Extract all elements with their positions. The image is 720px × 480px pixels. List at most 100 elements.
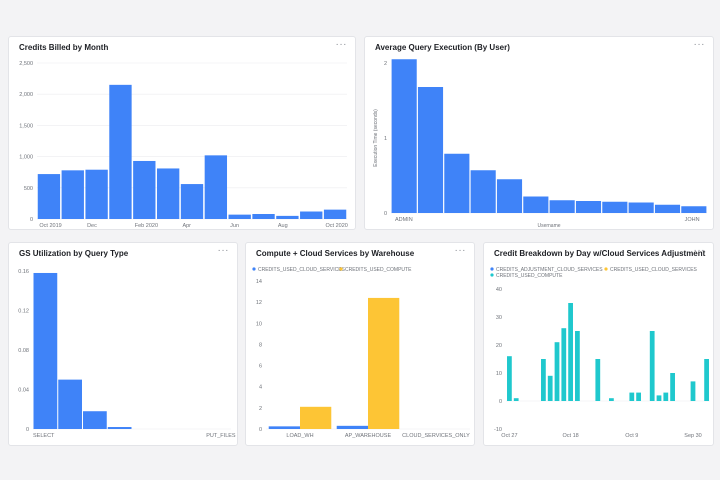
card-title: Credits Billed by Month bbox=[19, 43, 109, 52]
credit-breakdown-card: Credit Breakdown by Day w/Cloud Services… bbox=[483, 242, 714, 446]
data-bar bbox=[507, 356, 512, 401]
legend-label: CREDITS_ADJUSTMENT_CLOUD_SERVICES bbox=[496, 267, 603, 273]
data-bar bbox=[33, 272, 58, 429]
gs-util-card: GS Utilization by Query Type ··· 0 0.04 0.… bbox=[8, 242, 238, 446]
data-bar bbox=[268, 426, 300, 429]
data-bar bbox=[656, 395, 662, 401]
data-bar bbox=[470, 170, 496, 213]
y-tick-label: 30 bbox=[496, 315, 502, 321]
y-tick-label: 0 bbox=[384, 211, 387, 217]
data-bar bbox=[58, 379, 82, 429]
y-tick-label: 0 bbox=[30, 217, 33, 223]
card-title: Credit Breakdown by Day w/Cloud Services… bbox=[494, 249, 706, 258]
data-bar bbox=[575, 201, 602, 213]
y-axis-title: Execution Time (seconds) bbox=[373, 109, 379, 167]
y-tick-label: 0.16 bbox=[18, 269, 29, 275]
legend-label: CREDITS_USED_COMPUTE bbox=[345, 267, 412, 273]
card-title: Average Query Execution (By User) bbox=[375, 43, 510, 52]
data-bar bbox=[300, 406, 332, 429]
data-bar bbox=[252, 214, 275, 219]
data-bar bbox=[575, 331, 580, 401]
data-bar bbox=[444, 153, 470, 213]
legend-label: CREDITS_USED_CLOUD_SERVICES bbox=[610, 267, 698, 273]
x-tick-label: SELECT bbox=[33, 433, 55, 439]
y-tick-label: 2,000 bbox=[19, 92, 33, 98]
x-axis-title: Username bbox=[537, 223, 560, 229]
data-bar bbox=[61, 170, 84, 219]
legend-label: CREDITS_USED_CLOUD_SERVICES bbox=[258, 267, 346, 273]
gs-util-chart: 0 0.04 0.08 0.12 0.16 SELECT PUT_FILES bbox=[18, 269, 236, 439]
data-bar bbox=[628, 202, 654, 213]
data-bar bbox=[417, 87, 444, 213]
x-tick-label: Oct 9 bbox=[625, 433, 638, 439]
y-tick-label: -10 bbox=[494, 427, 502, 433]
y-tick-label: 0 bbox=[499, 399, 502, 405]
data-bar bbox=[276, 215, 299, 219]
data-bar bbox=[629, 392, 635, 401]
compute-cloud-card: Compute + Cloud Services by Warehouse ··… bbox=[245, 242, 475, 446]
data-bar bbox=[391, 59, 417, 213]
y-tick-label: 0 bbox=[26, 427, 29, 433]
data-bar bbox=[523, 196, 549, 213]
y-tick-label: 4 bbox=[259, 385, 262, 391]
more-options-icon[interactable]: ··· bbox=[693, 39, 705, 50]
y-tick-label: 8 bbox=[259, 342, 262, 348]
y-tick-label: 1,000 bbox=[19, 155, 33, 161]
y-tick-label: 12 bbox=[256, 300, 262, 306]
data-bar bbox=[549, 200, 575, 213]
data-bar bbox=[649, 331, 655, 401]
y-tick-label: 20 bbox=[496, 343, 502, 349]
x-tick-label: Oct 2020 bbox=[326, 223, 348, 229]
data-bar bbox=[180, 184, 204, 219]
data-bar bbox=[156, 168, 180, 219]
data-bar bbox=[554, 342, 560, 401]
legend-swatch bbox=[604, 267, 608, 271]
more-options-icon[interactable]: ··· bbox=[335, 39, 347, 50]
x-tick-label: Aug bbox=[278, 223, 288, 229]
y-tick-label: 10 bbox=[256, 321, 262, 327]
x-tick-label: Jun bbox=[230, 223, 239, 229]
data-bar bbox=[323, 209, 347, 219]
data-bar bbox=[547, 375, 553, 401]
y-tick-label: 6 bbox=[259, 364, 262, 370]
more-options-icon[interactable]: ··· bbox=[217, 245, 229, 256]
avg-query-card: Average Query Execution (By User) ··· 0 1… bbox=[364, 36, 714, 230]
legend-swatch bbox=[490, 267, 494, 271]
x-tick-label: Dec bbox=[87, 223, 97, 229]
data-bar bbox=[595, 359, 601, 401]
more-options-icon[interactable]: ··· bbox=[693, 245, 705, 256]
data-bar bbox=[83, 411, 107, 429]
y-tick-label: 40 bbox=[496, 287, 502, 293]
x-tick-label: JOHN bbox=[685, 217, 700, 223]
data-bar bbox=[654, 204, 681, 213]
x-tick-label: Oct 2019 bbox=[39, 223, 61, 229]
x-tick-label: Feb 2020 bbox=[135, 223, 158, 229]
data-bar bbox=[109, 84, 132, 219]
data-bar bbox=[568, 303, 573, 401]
data-bar bbox=[681, 206, 707, 213]
data-bar bbox=[133, 160, 156, 219]
data-bar bbox=[368, 297, 400, 429]
y-tick-label: 0.08 bbox=[18, 348, 29, 354]
credits-billed-card: Credits Billed by Month ··· 0 500 1,000 1,5… bbox=[8, 36, 356, 230]
y-tick-label: 0.04 bbox=[18, 388, 29, 394]
x-tick-label: Sep 30 bbox=[684, 433, 701, 439]
data-bar bbox=[670, 373, 675, 401]
credits-billed-chart: 0 500 1,000 1,500 2,000 2,500 Oct 2019 Dec Feb 2… bbox=[19, 61, 348, 229]
data-bar bbox=[609, 398, 614, 401]
data-bar bbox=[513, 398, 519, 401]
x-tick-label: CLOUD_SERVICES_ONLY bbox=[402, 433, 470, 439]
y-tick-label: 10 bbox=[496, 371, 502, 377]
y-tick-label: 500 bbox=[24, 186, 33, 192]
y-tick-label: 14 bbox=[256, 279, 262, 285]
x-tick-label: AP_WAREHOUSE bbox=[345, 433, 392, 439]
more-options-icon[interactable]: ··· bbox=[454, 245, 466, 256]
data-bar bbox=[561, 328, 567, 401]
y-tick-label: 2 bbox=[259, 406, 262, 412]
y-tick-label: 1 bbox=[384, 136, 387, 142]
y-tick-label: 2 bbox=[384, 61, 387, 67]
y-tick-label: 0.12 bbox=[18, 309, 29, 315]
data-bar bbox=[37, 174, 61, 219]
legend-swatch bbox=[339, 267, 343, 271]
data-bar bbox=[204, 155, 228, 219]
